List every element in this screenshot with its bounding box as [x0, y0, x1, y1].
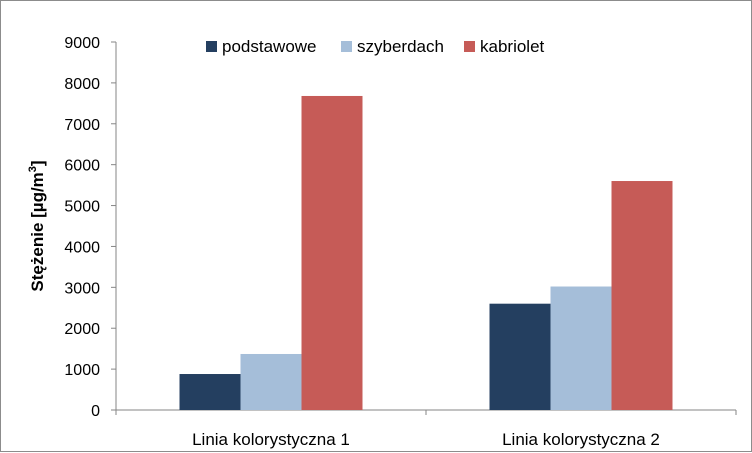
legend-label-podstawowe: podstawowe: [222, 37, 317, 56]
y-tick-label: 6000: [64, 158, 100, 175]
y-axis-title-end: ]: [28, 160, 47, 166]
legend-label-kabriolet: kabriolet: [480, 37, 545, 56]
y-tick-label: 0: [91, 403, 100, 420]
legend-swatch-kabriolet: [464, 41, 475, 52]
y-tick-label: 8000: [64, 76, 100, 93]
legend-swatch-szyberdach: [341, 41, 352, 52]
svg-text:Stężenie [µg/m3]: Stężenie [µg/m3]: [27, 160, 48, 291]
y-tick-label: 2000: [64, 321, 100, 338]
legend-label-szyberdach: szyberdach: [357, 37, 444, 56]
bars: [179, 95, 673, 411]
y-tick-label: 9000: [64, 35, 100, 52]
y-tick-label: 4000: [64, 239, 100, 256]
legend: podstawowe szyberdach kabriolet: [206, 37, 545, 56]
y-axis-title: Stężenie [µg/m3]: [27, 160, 48, 291]
y-tick-label: 1000: [64, 362, 100, 379]
bar-kabriolet: [301, 95, 363, 411]
y-tick-label: 7000: [64, 117, 100, 134]
legend-swatch-podstawowe: [206, 41, 217, 52]
bar-podstawowe: [179, 374, 241, 410]
y-tick-label: 3000: [64, 280, 100, 297]
bar-podstawowe: [489, 303, 551, 410]
y-axis-ticks: 0 1000 2000 3000 4000 5000 6000 7000 8000 9000: [64, 35, 116, 420]
bar-kabriolet: [611, 181, 673, 410]
bar-szyberdach: [240, 353, 302, 410]
y-axis-title-superscript: 3: [27, 166, 39, 172]
x-category-label: Linia kolorystyczna 1: [192, 430, 350, 449]
x-category-label: Linia kolorystyczna 2: [502, 430, 660, 449]
y-tick-label: 5000: [64, 199, 100, 216]
y-axis-title-main: Stężenie [µg/m: [28, 172, 47, 291]
bar-szyberdach: [550, 286, 612, 410]
x-axis-labels: Linia kolorystyczna 1 Linia kolorystyczna…: [192, 430, 660, 449]
